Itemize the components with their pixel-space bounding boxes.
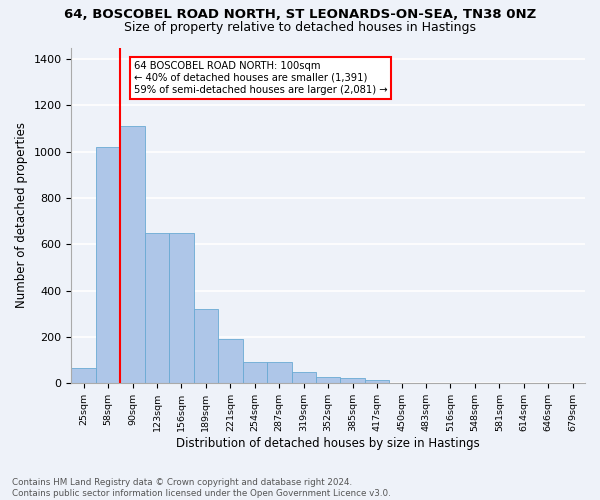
Bar xyxy=(340,378,365,384)
Bar xyxy=(71,368,96,384)
Bar xyxy=(365,380,389,384)
Bar xyxy=(218,338,242,384)
Bar xyxy=(242,362,267,384)
Bar xyxy=(96,147,121,384)
Bar xyxy=(292,372,316,384)
Bar xyxy=(169,233,194,384)
Text: 64 BOSCOBEL ROAD NORTH: 100sqm
← 40% of detached houses are smaller (1,391)
59% : 64 BOSCOBEL ROAD NORTH: 100sqm ← 40% of … xyxy=(134,62,388,94)
Bar xyxy=(145,233,169,384)
Bar xyxy=(194,309,218,384)
Y-axis label: Number of detached properties: Number of detached properties xyxy=(15,122,28,308)
Text: Contains HM Land Registry data © Crown copyright and database right 2024.
Contai: Contains HM Land Registry data © Crown c… xyxy=(12,478,391,498)
Bar xyxy=(267,362,292,384)
Bar xyxy=(316,377,340,384)
Bar xyxy=(121,126,145,384)
Text: Size of property relative to detached houses in Hastings: Size of property relative to detached ho… xyxy=(124,21,476,34)
Text: 64, BOSCOBEL ROAD NORTH, ST LEONARDS-ON-SEA, TN38 0NZ: 64, BOSCOBEL ROAD NORTH, ST LEONARDS-ON-… xyxy=(64,8,536,20)
X-axis label: Distribution of detached houses by size in Hastings: Distribution of detached houses by size … xyxy=(176,437,480,450)
